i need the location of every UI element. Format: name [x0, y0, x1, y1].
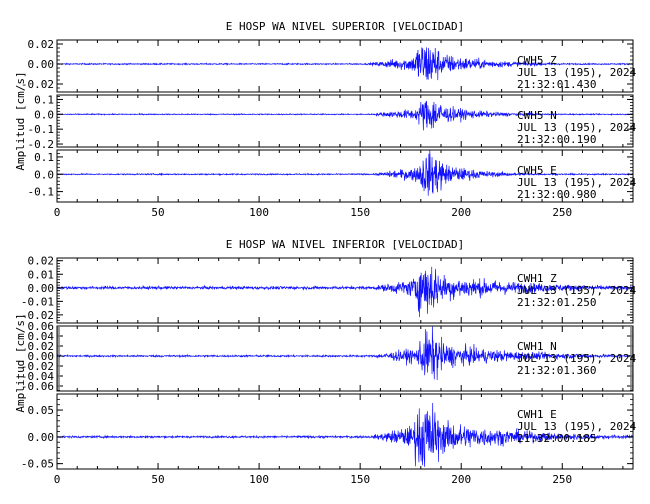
- x-tick-label: 100: [249, 206, 269, 219]
- y-tick-label: -0.05: [21, 458, 54, 471]
- date-label: JUL 13 (195), 2024: [517, 352, 637, 365]
- seismic-trace: [56, 266, 634, 318]
- y-tick-label: 0.01: [28, 268, 55, 281]
- time-label: 21:32:01.250: [517, 296, 596, 309]
- x-tick-label: 0: [54, 206, 61, 219]
- figure-2: E HOSP WA NIVEL INFERIOR [VELOCIDAD] Ampl…: [14, 238, 637, 486]
- y-tick-label: 0.1: [34, 93, 54, 106]
- station-label: CWH5 Z: [517, 54, 557, 67]
- y-tick-label: -0.06: [21, 380, 54, 393]
- figure-title: E HOSP WA NIVEL SUPERIOR [VELOCIDAD]: [226, 20, 464, 33]
- y-tick-label: 0.0: [34, 168, 54, 181]
- y-tick-label: 0.02: [28, 340, 55, 353]
- y-tick-label: -0.2: [28, 138, 55, 151]
- x-tick-label: 200: [451, 206, 471, 219]
- y-axis-label: Amplitud [cm/s]: [14, 313, 27, 412]
- y-tick-label: 0.06: [28, 320, 55, 333]
- x-tick-label: 50: [151, 206, 164, 219]
- figure-title: E HOSP WA NIVEL INFERIOR [VELOCIDAD]: [226, 238, 464, 251]
- time-label: 21:32:00.185: [517, 432, 596, 445]
- seismic-trace: [56, 150, 634, 196]
- station-label: CWH5 N: [517, 109, 557, 122]
- x-tick-label: 0: [54, 473, 61, 486]
- y-tick-label: 0.02: [28, 255, 55, 268]
- date-label: JUL 13 (195), 2024: [517, 420, 637, 433]
- y-tick-label: -0.02: [21, 78, 54, 91]
- y-tick-label: 0.04: [28, 330, 55, 343]
- x-tick-label: 50: [151, 473, 164, 486]
- y-tick-label: 0.00: [28, 282, 55, 295]
- seismic-trace: [56, 47, 634, 81]
- date-label: JUL 13 (195), 2024: [517, 66, 637, 79]
- date-label: JUL 13 (195), 2024: [517, 121, 637, 134]
- y-tick-label: 0.00: [28, 58, 55, 71]
- time-label: 21:32:00.190: [517, 133, 596, 146]
- station-label: CWH1 N: [517, 340, 557, 353]
- seismic-trace: [56, 101, 634, 131]
- y-axis-label: Amplitud [cm/s]: [14, 71, 27, 170]
- x-tick-label: 250: [552, 473, 572, 486]
- y-tick-label: 0.02: [28, 38, 55, 51]
- x-tick-label: 250: [552, 206, 572, 219]
- panel-frame: [56, 149, 634, 203]
- y-tick-label: 0.00: [28, 431, 55, 444]
- date-label: JUL 13 (195), 2024: [517, 284, 637, 297]
- time-label: 21:32:01.430: [517, 78, 596, 91]
- seismic-trace: [56, 326, 634, 381]
- y-tick-label: -0.04: [21, 370, 54, 383]
- x-tick-label: 200: [451, 473, 471, 486]
- y-tick-label: -0.02: [21, 360, 54, 373]
- y-tick-label: -0.02: [21, 309, 54, 322]
- date-label: JUL 13 (195), 2024: [517, 176, 637, 189]
- y-tick-label: -0.01: [21, 295, 54, 308]
- y-tick-label: 0.00: [28, 350, 55, 363]
- x-tick-label: 150: [350, 206, 370, 219]
- x-tick-label: 150: [350, 473, 370, 486]
- panel-cwh1-n: 0.060.040.020.00-0.02-0.04-0.06 CWH1 NJUL…: [21, 320, 637, 393]
- station-label: CWH1 E: [517, 408, 557, 421]
- time-label: 21:32:01.360: [517, 364, 596, 377]
- y-tick-label: -0.1: [28, 186, 55, 199]
- station-label: CWH5 E: [517, 164, 557, 177]
- seismic-trace: [57, 403, 634, 467]
- figure-1: E HOSP WA NIVEL SUPERIOR [VELOCIDAD] Ampl…: [14, 20, 637, 219]
- time-label: 21:32:00.980: [517, 188, 596, 201]
- panel-frame: [56, 325, 634, 392]
- panel-frame: [56, 39, 634, 93]
- x-tick-label: 100: [249, 473, 269, 486]
- y-tick-label: -0.1: [28, 123, 55, 136]
- station-label: CWH1 Z: [517, 272, 557, 285]
- panel-frame: [56, 94, 634, 148]
- y-tick-label: 0.05: [28, 404, 55, 417]
- y-tick-label: 0.0: [34, 108, 54, 121]
- y-tick-label: 0.1: [34, 151, 54, 164]
